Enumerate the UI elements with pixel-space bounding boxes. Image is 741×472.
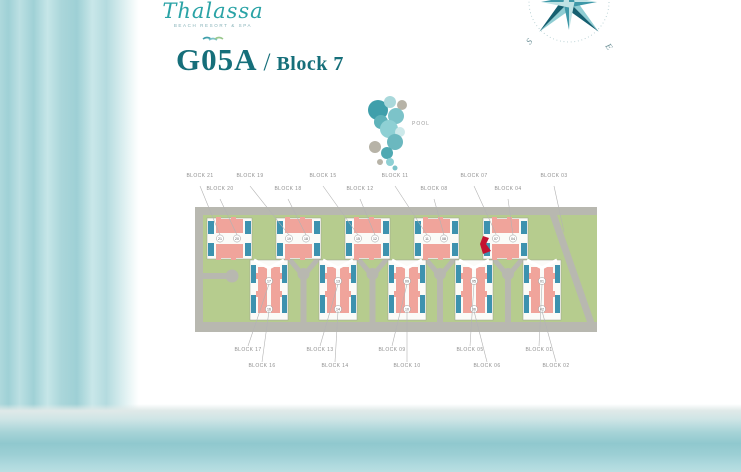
block-label-17: BLOCK 17 <box>234 347 262 353</box>
unit-number: 11 <box>425 237 429 241</box>
pool-label: POOL <box>412 121 430 127</box>
unit-number: 14 <box>336 308 340 312</box>
watercolor-left-edge <box>0 0 140 472</box>
unit-number: 10 <box>405 308 409 312</box>
block-label-01: BLOCK 01 <box>525 347 553 353</box>
block-label-19: BLOCK 19 <box>236 173 264 179</box>
unit-number: 13 <box>336 280 340 284</box>
compass-south-label: S <box>524 36 535 46</box>
block-label-07: BLOCK 07 <box>460 173 488 179</box>
block-label-09: BLOCK 09 <box>378 347 406 353</box>
logo: Thalassa BEACH RESORT & SPA <box>148 0 278 47</box>
building-top-3: 15 12 <box>344 217 391 260</box>
unit-number: 17 <box>267 280 271 284</box>
unit-number: 12 <box>373 237 377 241</box>
pool-icon <box>368 96 407 171</box>
building-bottom-1: 17 16 <box>249 258 289 321</box>
block-label-05: BLOCK 05 <box>456 347 484 353</box>
unit-number: 02 <box>540 308 544 312</box>
block-name: Block 7 <box>276 53 344 75</box>
compass-east-label: E <box>603 41 615 52</box>
unit-number: 06 <box>472 308 476 312</box>
building-top-2: 19 18 <box>275 217 322 260</box>
building-bottom-4: 05 06 <box>454 258 494 321</box>
unit-number: 04 <box>511 237 515 241</box>
block-label-03: BLOCK 03 <box>540 173 568 179</box>
unit-code: G05A <box>176 42 258 77</box>
leader-lines <box>199 185 565 363</box>
unit-number: 01 <box>540 280 544 284</box>
unit-number: 18 <box>304 237 308 241</box>
unit-number: 16 <box>267 308 271 312</box>
block-label-20: BLOCK 20 <box>206 186 234 192</box>
block-label-06: BLOCK 06 <box>473 363 501 369</box>
logo-tagline: BEACH RESORT & SPA <box>173 23 253 28</box>
unit-number: 19 <box>287 237 291 241</box>
building-top-1: 21 20 <box>206 217 253 260</box>
block-label-10: BLOCK 10 <box>393 363 421 369</box>
highlighted-unit-marker[interactable] <box>480 236 491 254</box>
logo-name: Thalassa <box>162 0 264 23</box>
building-bottom-5: 01 02 <box>522 258 562 321</box>
building-bottom-2: 13 14 <box>318 258 358 321</box>
watercolor-bottom-edge <box>0 404 741 472</box>
block-label-04: BLOCK 04 <box>494 186 522 192</box>
compass-icon: S E <box>524 0 615 52</box>
unit-number: 20 <box>235 237 239 241</box>
unit-number: 21 <box>218 237 222 241</box>
block-label-15: BLOCK 15 <box>309 173 337 179</box>
page-title: G05A / Block 7 <box>176 42 344 78</box>
block-label-02: BLOCK 02 <box>542 363 570 369</box>
site-map: 21 20 19 18 15 12 <box>195 185 597 363</box>
building-bottom-3: 09 10 <box>387 258 427 321</box>
block-label-12: BLOCK 12 <box>346 186 374 192</box>
unit-number: 05 <box>472 280 476 284</box>
unit-number: 07 <box>494 237 498 241</box>
logo-flourish-icon <box>148 29 278 47</box>
building-top-5: 07 04 <box>482 217 529 260</box>
block-label-16: BLOCK 16 <box>248 363 276 369</box>
block-label-21: BLOCK 21 <box>186 173 214 179</box>
unit-number: 09 <box>405 280 409 284</box>
building-top-4: 11 08 <box>413 217 460 260</box>
block-label-08: BLOCK 08 <box>420 186 448 192</box>
block-label-13: BLOCK 13 <box>306 347 334 353</box>
block-label-14: BLOCK 14 <box>321 363 349 369</box>
unit-number: 15 <box>356 237 360 241</box>
title-separator: / <box>263 49 271 76</box>
block-label-18: BLOCK 18 <box>274 186 302 192</box>
roads <box>195 207 597 332</box>
unit-number: 08 <box>442 237 446 241</box>
block-label-11: BLOCK 11 <box>381 173 409 179</box>
